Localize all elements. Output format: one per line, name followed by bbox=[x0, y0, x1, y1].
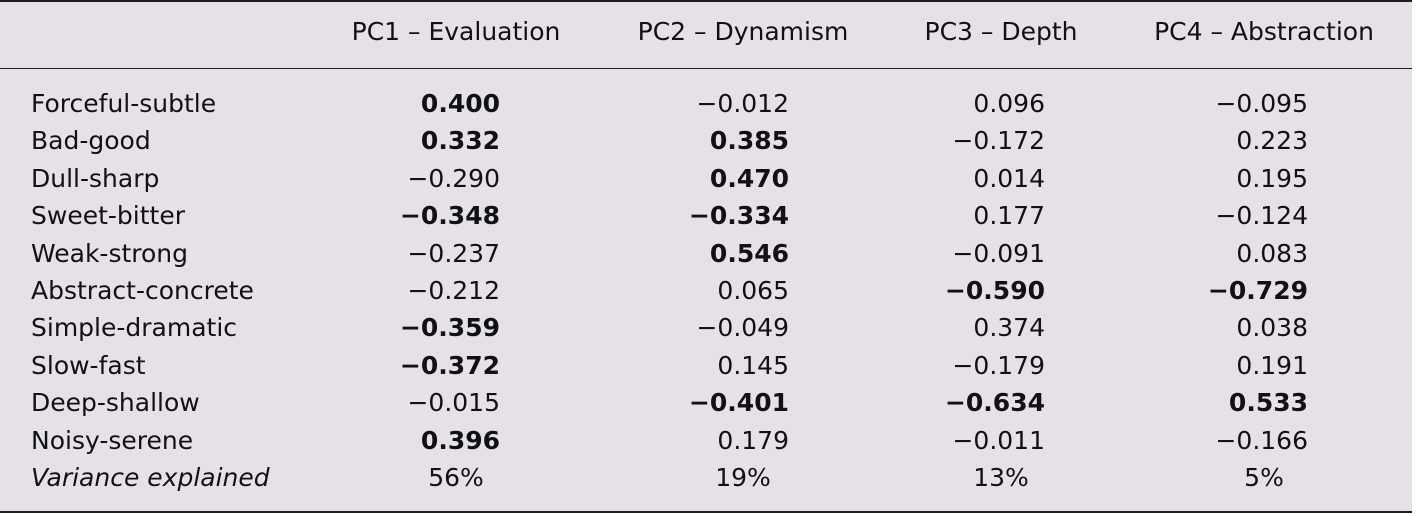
variance-value: 56% bbox=[428, 463, 484, 492]
loading-cell: 0.374 bbox=[973, 313, 1045, 343]
loading-cell: 0.223 bbox=[1236, 126, 1308, 156]
loading-cell: 0.177 bbox=[973, 201, 1045, 231]
loading-cell: −0.049 bbox=[696, 313, 789, 343]
loading-cell: −0.359 bbox=[399, 313, 500, 343]
loading-cell: 0.470 bbox=[709, 163, 789, 193]
loading-cell: 0.083 bbox=[1236, 238, 1308, 268]
loading-cell: −0.015 bbox=[407, 388, 500, 418]
loading-cell: 0.145 bbox=[717, 350, 789, 380]
loading-cell: −0.166 bbox=[1215, 425, 1308, 455]
loading-cell: −0.729 bbox=[1207, 276, 1308, 305]
loading-cell: −0.348 bbox=[399, 201, 500, 231]
loading-cell: 0.400 bbox=[420, 89, 500, 118]
loading-cell: −0.011 bbox=[952, 425, 1045, 455]
loading-cell: −0.590 bbox=[944, 276, 1045, 305]
row-label: Sweet-bitter bbox=[31, 201, 185, 231]
loading-cell: 0.038 bbox=[1236, 313, 1308, 343]
loading-cell: −0.237 bbox=[407, 238, 500, 268]
row-label: Simple-dramatic bbox=[31, 313, 238, 343]
loading-cell: −0.372 bbox=[399, 350, 500, 380]
row-label: Slow-fast bbox=[31, 350, 146, 380]
loading-cell: −0.095 bbox=[1215, 89, 1308, 118]
loading-cell: −0.334 bbox=[688, 201, 789, 231]
loading-cell: −0.401 bbox=[688, 388, 789, 418]
loading-cell: −0.634 bbox=[944, 388, 1045, 418]
variance-value: 13% bbox=[973, 463, 1029, 492]
row-label: Bad-good bbox=[31, 126, 151, 156]
variance-value: 5% bbox=[1244, 463, 1284, 492]
loading-cell: 0.332 bbox=[420, 126, 500, 156]
loading-cell: −0.124 bbox=[1215, 201, 1308, 231]
column-header-pc2: PC2 – Dynamism bbox=[637, 17, 849, 46]
row-label: Weak-strong bbox=[31, 238, 189, 268]
loading-cell: 0.396 bbox=[420, 425, 500, 455]
loading-cell: −0.172 bbox=[952, 126, 1045, 156]
row-label: Abstract-concrete bbox=[31, 276, 254, 305]
loading-cell: −0.091 bbox=[952, 238, 1045, 268]
header-rule bbox=[0, 68, 1412, 69]
loading-cell: 0.385 bbox=[709, 126, 789, 156]
loading-cell: 0.533 bbox=[1228, 388, 1308, 418]
loading-cell: 0.546 bbox=[709, 238, 789, 268]
row-label: Noisy-serene bbox=[31, 425, 194, 455]
row-label: Deep-shallow bbox=[31, 388, 200, 418]
loading-cell: 0.195 bbox=[1236, 163, 1308, 193]
variance-explained-label: Variance explained bbox=[31, 463, 270, 492]
loading-cell: 0.096 bbox=[973, 89, 1045, 118]
loading-cell: 0.065 bbox=[717, 276, 789, 305]
column-header-pc3: PC3 – Depth bbox=[924, 17, 1078, 46]
loading-cell: 0.014 bbox=[973, 163, 1045, 193]
loading-cell: −0.212 bbox=[407, 276, 500, 305]
loading-cell: 0.191 bbox=[1236, 350, 1308, 380]
loading-cell: −0.179 bbox=[952, 350, 1045, 380]
row-label: Forceful-subtle bbox=[31, 89, 217, 118]
variance-value: 19% bbox=[715, 463, 771, 492]
loading-cell: −0.012 bbox=[696, 89, 789, 118]
loading-cell: 0.179 bbox=[717, 425, 789, 455]
column-header-pc1: PC1 – Evaluation bbox=[351, 17, 561, 46]
column-header-pc4: PC4 – Abstraction bbox=[1154, 17, 1374, 46]
loading-cell: −0.290 bbox=[407, 163, 500, 193]
row-label: Dull-sharp bbox=[31, 163, 160, 193]
